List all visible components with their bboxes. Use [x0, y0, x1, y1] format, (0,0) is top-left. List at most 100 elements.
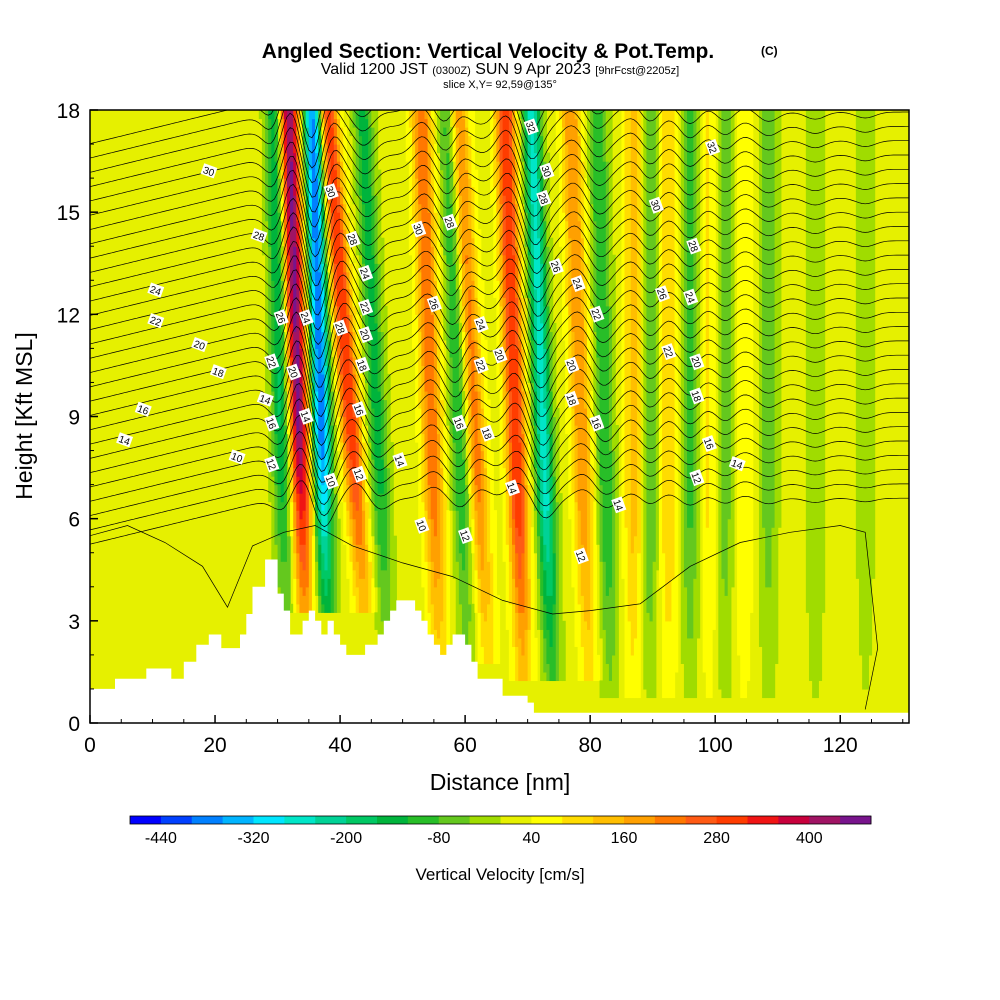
velocity-cell [308, 110, 313, 171]
velocity-cell [336, 331, 341, 358]
velocity-cell [549, 390, 554, 435]
velocity-cell [324, 144, 329, 162]
chart-title: Angled Section: Vertical Velocity & Pot.… [262, 40, 714, 63]
velocity-cell [449, 161, 454, 205]
velocity-cell [365, 501, 369, 545]
velocity-cell [318, 595, 322, 613]
contour-label-text: 20 [491, 348, 505, 363]
contour-label: 20 [688, 353, 705, 371]
velocity-cell [430, 110, 435, 120]
colorbar-tick-label: -80 [427, 830, 450, 847]
velocity-cell [643, 110, 648, 690]
velocity-cell [762, 110, 766, 528]
velocity-cell [318, 518, 322, 545]
velocity-cell [871, 110, 876, 579]
velocity-cell [461, 305, 466, 332]
velocity-cell [380, 569, 385, 622]
velocity-cell [424, 459, 429, 511]
contour-label-box [504, 479, 521, 497]
velocity-cell [427, 152, 432, 213]
velocity-cell [571, 407, 576, 494]
velocity-cell [471, 237, 476, 281]
velocity-cell [296, 476, 301, 494]
velocity-cell [436, 433, 441, 579]
velocity-cell [608, 110, 613, 307]
contour-label-text: 26 [426, 297, 440, 312]
contour-label-box [264, 414, 280, 432]
velocity-cell [458, 552, 463, 605]
velocity-cell [580, 110, 585, 162]
velocity-cell [583, 561, 588, 622]
velocity-cell [577, 110, 582, 137]
velocity-cell [305, 161, 310, 196]
contour-label-text: 24 [357, 267, 371, 282]
isentrope-line [90, 141, 909, 216]
contour-label: 30 [648, 196, 664, 214]
velocity-cell [543, 348, 547, 409]
velocity-cell [568, 399, 572, 520]
velocity-cell [808, 110, 813, 682]
velocity-cell [471, 518, 476, 554]
velocity-cell [355, 510, 360, 545]
velocity-cell [336, 110, 341, 120]
velocity-cell [433, 212, 438, 281]
velocity-cell [324, 110, 329, 120]
velocity-cell [637, 552, 641, 699]
velocity-cell [605, 663, 610, 699]
velocity-cell [499, 254, 504, 307]
velocity-cell [318, 144, 322, 162]
contour-label-box [333, 319, 349, 337]
contour-label: 10 [323, 472, 339, 490]
y-tick-label: 0 [68, 713, 80, 736]
velocity-cell [311, 382, 316, 409]
velocity-cell [280, 246, 285, 281]
velocity-cell [299, 544, 304, 562]
contour-label: 20 [491, 346, 508, 364]
velocity-cell [361, 407, 366, 443]
velocity-cell [458, 195, 463, 239]
velocity-cell [283, 390, 288, 426]
velocity-cell [390, 442, 394, 647]
velocity-cell [483, 416, 488, 469]
plot-area: 30 30 30 28 28 28 32 30 28 32 30 28 24 22 20 18 16 14 10 12… [89, 109, 910, 724]
contour-label-text: 24 [148, 284, 163, 298]
velocity-cell [496, 595, 501, 665]
velocity-cell [537, 373, 541, 435]
velocity-cell [515, 203, 519, 247]
velocity-cell [452, 442, 457, 511]
velocity-cell [274, 161, 279, 435]
velocity-cell [518, 297, 522, 341]
y-tick-label: 9 [68, 407, 80, 430]
colorbar-swatch [685, 816, 718, 824]
velocity-cell [630, 654, 635, 699]
velocity-cell [361, 263, 366, 324]
velocity-cell [515, 297, 519, 349]
contour-label-text: 26 [548, 260, 562, 275]
velocity-cell [293, 390, 297, 426]
velocity-cell [768, 586, 773, 699]
velocity-cell [358, 356, 363, 392]
velocity-cell [380, 620, 385, 647]
velocity-cell [602, 161, 607, 562]
velocity-cell [605, 161, 610, 307]
velocity-cell [540, 595, 544, 630]
velocity-cell [665, 110, 669, 622]
velocity-cell [368, 561, 372, 613]
velocity-cell [771, 110, 776, 528]
velocity-cell [549, 237, 554, 332]
velocity-cell [377, 390, 382, 494]
velocity-cell [321, 510, 326, 537]
velocity-cell [277, 144, 282, 179]
velocity-cell [368, 442, 372, 486]
velocity-cell [321, 373, 326, 460]
contour-label-box [451, 414, 467, 432]
velocity-cell [458, 603, 463, 665]
velocity-cell [290, 161, 294, 230]
velocity-cell [321, 186, 326, 205]
velocity-cell [455, 254, 460, 290]
velocity-cell [537, 237, 541, 375]
velocity-cell [321, 331, 326, 375]
velocity-cell [646, 110, 651, 613]
contour-label: 28 [685, 237, 702, 255]
velocity-cell [336, 186, 341, 213]
